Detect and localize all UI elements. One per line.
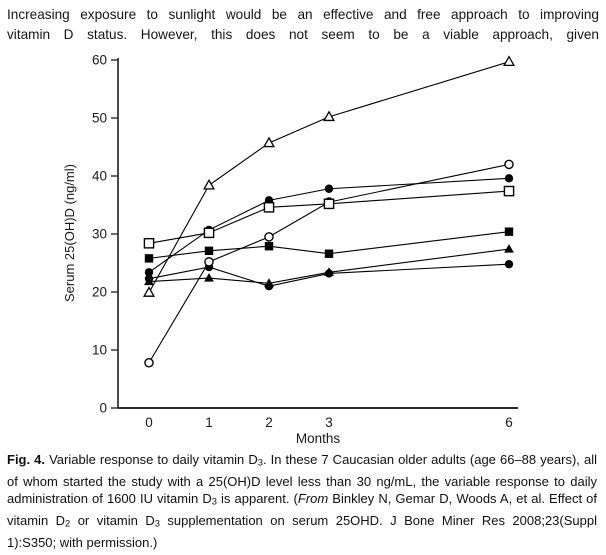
y-tick-label: 20 (92, 285, 107, 300)
chart-line-adult-1 (148, 61, 510, 293)
y-axis-title: Serum 25(OH)D (ng/ml) (62, 164, 77, 302)
data-point-adult-3-month-6-circle-filled-icon (504, 174, 514, 183)
figure-caption: Fig. 4. Variable response to daily vitam… (7, 451, 597, 552)
data-point-adult-1-month-1-triangle-open-icon (202, 178, 216, 190)
caption-segment: 3 (257, 457, 263, 468)
y-tick-label: 30 (92, 227, 107, 242)
caption-segment: supplementation on serum 25OHD. J Bone M… (7, 513, 597, 550)
intro-line-1: Increasing exposure to sunlight would be… (7, 7, 599, 22)
vitamin-d-line-chart: 0 10 20 30 40 50 60 0 1 2 3 6 Months Serum 25(OH)D (n… (62, 53, 518, 446)
caption-segment: Binkley N, Gemar D, Woods A, et al. Effe… (7, 491, 597, 529)
data-point-adult-4-month-1-square-open-icon (203, 227, 215, 239)
data-point-adult-7-month-6-circle-filled-icon (504, 259, 514, 269)
data-point-adult-5-month-1-square-filled-icon (204, 246, 214, 256)
caption-segment: or vitamin D (70, 513, 155, 529)
data-point-adult-2-month-6-circle-open-icon (504, 159, 514, 170)
intro-paragraph: Increasing exposure to sunlight would be… (7, 5, 599, 44)
data-point-adult-2-month-1-circle-open-icon (204, 257, 214, 267)
caption-segment: Variable response to daily vitamin D (45, 452, 258, 467)
y-tick-label: 0 (99, 401, 107, 416)
data-point-adult-2-month-0-circle-open-icon (144, 357, 154, 368)
data-point-adult-4-month-0-square-open-icon (143, 237, 155, 249)
caption-segment: 3 (154, 518, 160, 529)
chart-line-adult-2 (148, 163, 510, 364)
y-tick-label: 10 (92, 343, 107, 358)
x-tick-label: 1 (205, 415, 213, 430)
y-tick-label: 50 (92, 111, 107, 126)
caption-segment: 2 (65, 518, 71, 529)
y-tick-label: 40 (92, 169, 107, 184)
data-point-adult-5-month-0-square-filled-icon (144, 254, 154, 263)
data-point-adult-5-month-3-square-filled-icon (324, 249, 334, 258)
caption-segment: . In these 7 Caucasian older adults (age… (7, 452, 597, 507)
data-point-adult-5-month-6-square-filled-icon (504, 227, 514, 236)
data-point-adult-5-month-2-square-filled-icon (264, 241, 274, 251)
data-point-adult-6-month-2-triangle-filled-icon (264, 278, 274, 287)
data-point-adult-4-month-2-square-open-icon (263, 202, 275, 213)
caption-segment: is apparent. ( (216, 491, 298, 507)
x-tick-label: 2 (265, 415, 273, 430)
data-point-adult-6-month-3-triangle-filled-icon (324, 267, 334, 276)
data-point-adult-6-month-6-triangle-filled-icon (504, 244, 514, 253)
y-tick-label: 60 (92, 53, 107, 68)
caption-segment: Fig. 4. (7, 452, 46, 467)
data-point-adult-2-month-2-circle-open-icon (264, 232, 274, 242)
x-tick-label: 6 (505, 415, 513, 430)
data-point-adult-1-month-2-triangle-open-icon (262, 136, 276, 148)
data-point-adult-6-month-0-triangle-filled-icon (144, 276, 154, 286)
x-axis-title: Months (296, 431, 341, 446)
intro-line-2: vitamin D status. However, this does not… (7, 26, 599, 42)
data-point-adult-1-month-0-triangle-open-icon (142, 286, 156, 297)
data-point-adult-4-month-6-square-open-icon (503, 185, 515, 197)
data-point-adult-3-month-3-circle-filled-icon (324, 184, 334, 193)
data-point-adult-6-month-1-triangle-filled-icon (204, 273, 214, 282)
caption-segment: From (297, 491, 329, 507)
data-point-adult-1-month-6-triangle-open-icon (502, 55, 516, 66)
data-point-adult-4-month-3-square-open-icon (323, 198, 335, 210)
data-point-adult-3-month-0-circle-filled-icon (144, 268, 154, 277)
x-tick-label: 3 (325, 415, 333, 430)
data-point-adult-1-month-3-triangle-open-icon (322, 110, 336, 122)
x-tick-label: 0 (145, 415, 153, 430)
caption-segment: 3 (211, 497, 217, 508)
